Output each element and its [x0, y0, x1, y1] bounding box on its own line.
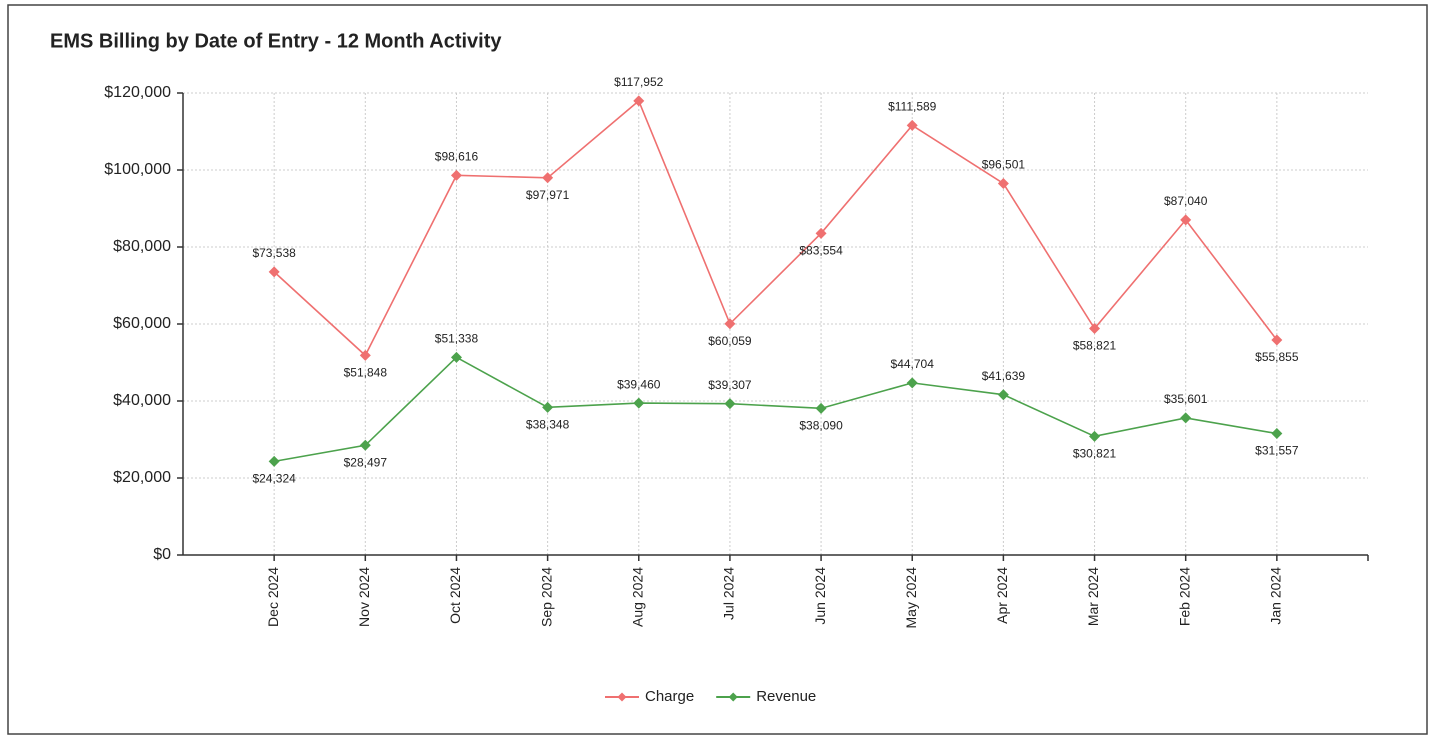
- chart-title: EMS Billing by Date of Entry - 12 Month …: [50, 30, 502, 52]
- data-label: $60,059: [708, 334, 752, 348]
- x-tick-label: Jul 2024: [721, 567, 737, 620]
- legend-label: Charge: [645, 688, 694, 705]
- point-marker: [359, 349, 371, 361]
- x-tick-label: Aug 2024: [629, 567, 645, 627]
- point-marker: [450, 351, 462, 363]
- point-marker: [1180, 412, 1192, 424]
- x-tick-label: Feb 2024: [1176, 567, 1192, 626]
- legend-marker: [617, 692, 627, 702]
- y-tick-label: $60,000: [113, 315, 171, 332]
- x-tick-label: Dec 2024: [265, 567, 281, 627]
- point-marker: [268, 266, 280, 278]
- data-label: $111,589: [888, 100, 937, 114]
- point-marker: [815, 402, 827, 414]
- point-marker: [906, 377, 918, 389]
- point-marker: [1271, 334, 1283, 346]
- point-marker: [542, 172, 554, 184]
- data-label: $38,090: [799, 419, 843, 433]
- x-tick-label: Jan 2024: [1268, 567, 1284, 625]
- x-tick-label: Oct 2024: [447, 567, 463, 624]
- data-label: $96,501: [982, 158, 1026, 172]
- legend-label: Revenue: [756, 688, 816, 705]
- y-tick-label: $20,000: [113, 469, 171, 486]
- data-label: $38,348: [526, 418, 570, 432]
- data-label: $39,307: [708, 378, 752, 392]
- data-label: $73,538: [252, 246, 296, 260]
- data-label: $97,971: [526, 188, 570, 202]
- point-marker: [450, 169, 462, 181]
- y-tick-label: $40,000: [113, 392, 171, 409]
- legend-marker: [728, 692, 738, 702]
- point-marker: [1271, 428, 1283, 440]
- data-label: $28,497: [344, 455, 388, 469]
- point-marker: [542, 401, 554, 413]
- y-tick-label: $0: [153, 546, 171, 563]
- data-label: $41,639: [982, 369, 1026, 383]
- point-marker: [1089, 323, 1101, 335]
- series-line: [274, 356, 1277, 463]
- data-label: $51,848: [344, 366, 388, 380]
- point-marker: [997, 389, 1009, 401]
- point-marker: [633, 95, 645, 107]
- frame: [7, 4, 1428, 735]
- data-label: $44,704: [891, 357, 935, 371]
- data-label: $35,601: [1164, 392, 1208, 406]
- point-marker: [1180, 214, 1192, 226]
- data-label: $51,338: [435, 332, 479, 346]
- y-tick-label: $100,000: [104, 161, 171, 178]
- point-marker: [633, 397, 645, 409]
- data-label: $30,821: [1073, 447, 1117, 461]
- data-label: $87,040: [1164, 194, 1208, 208]
- x-tick-label: Mar 2024: [1085, 567, 1101, 626]
- x-tick-label: Apr 2024: [994, 567, 1010, 624]
- x-tick-label: Nov 2024: [356, 567, 372, 627]
- point-marker: [724, 398, 736, 410]
- data-label: $98,616: [435, 150, 479, 164]
- point-marker: [815, 227, 827, 239]
- x-tick-label: Jun 2024: [812, 567, 828, 625]
- data-label: $58,821: [1073, 339, 1117, 353]
- x-tick-label: May 2024: [903, 567, 919, 629]
- point-marker: [268, 455, 280, 467]
- data-label: $24,324: [252, 472, 296, 486]
- y-tick-label: $120,000: [104, 84, 171, 101]
- point-marker: [724, 318, 736, 330]
- data-label: $31,557: [1255, 444, 1299, 458]
- point-marker: [359, 439, 371, 451]
- point-marker: [1089, 430, 1101, 442]
- y-tick-label: $80,000: [113, 238, 171, 255]
- x-tick-label: Sep 2024: [538, 567, 554, 627]
- data-label: $55,855: [1255, 350, 1299, 364]
- point-marker: [906, 119, 918, 131]
- point-marker: [997, 177, 1009, 189]
- data-label: $83,554: [799, 243, 843, 257]
- series-line: [273, 99, 1278, 357]
- data-label: $117,952: [614, 75, 663, 89]
- data-label: $39,460: [617, 377, 661, 391]
